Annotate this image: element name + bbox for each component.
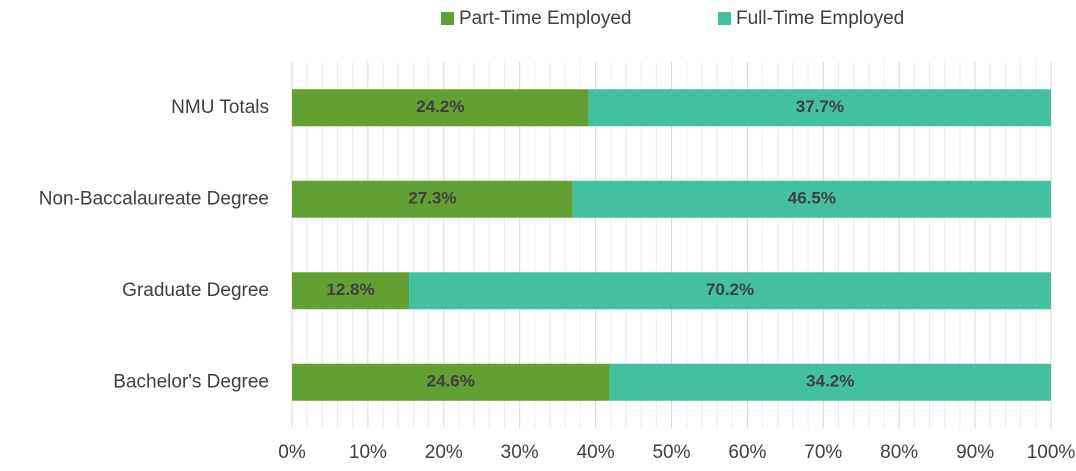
data-label: 12.8%: [326, 280, 374, 299]
bar-segment: [292, 272, 410, 310]
data-label: 46.5%: [788, 189, 836, 208]
y-tick-label: NMU Totals: [171, 97, 269, 118]
x-tick-label: 20%: [425, 442, 463, 463]
x-tick-label: 50%: [652, 442, 690, 463]
legend-swatch: [441, 12, 454, 25]
x-tick-label: 30%: [501, 442, 539, 463]
x-tick-label: 100%: [1027, 442, 1076, 463]
data-label: 24.2%: [416, 97, 464, 116]
bar-segment: [572, 180, 1051, 218]
bar-segment: [409, 272, 1051, 310]
x-tick-label: 10%: [349, 442, 387, 463]
x-tick-label: 80%: [880, 442, 918, 463]
data-label: 37.7%: [796, 97, 844, 116]
y-tick-label: Bachelor's Degree: [113, 371, 269, 392]
x-tick-label: 90%: [956, 442, 994, 463]
data-label: 34.2%: [806, 372, 854, 391]
legend-swatch: [718, 12, 731, 25]
legend-label: Full-Time Employed: [736, 8, 904, 29]
bar-segment: [609, 363, 1051, 401]
data-label: 27.3%: [408, 189, 456, 208]
data-label: 24.6%: [427, 372, 475, 391]
x-tick-label: 0%: [278, 442, 306, 463]
bar-segment: [292, 180, 573, 218]
y-tick-label: Graduate Degree: [122, 280, 269, 301]
x-tick-label: 60%: [728, 442, 766, 463]
x-tick-label: 70%: [804, 442, 842, 463]
bar-segment: [292, 363, 610, 401]
x-tick-label: 40%: [577, 442, 615, 463]
y-tick-label: Non-Baccalaureate Degree: [39, 188, 269, 209]
legend-label: Part-Time Employed: [459, 8, 631, 29]
bar-segment: [588, 89, 1051, 127]
data-label: 70.2%: [706, 280, 754, 299]
bar-segment: [292, 89, 589, 127]
